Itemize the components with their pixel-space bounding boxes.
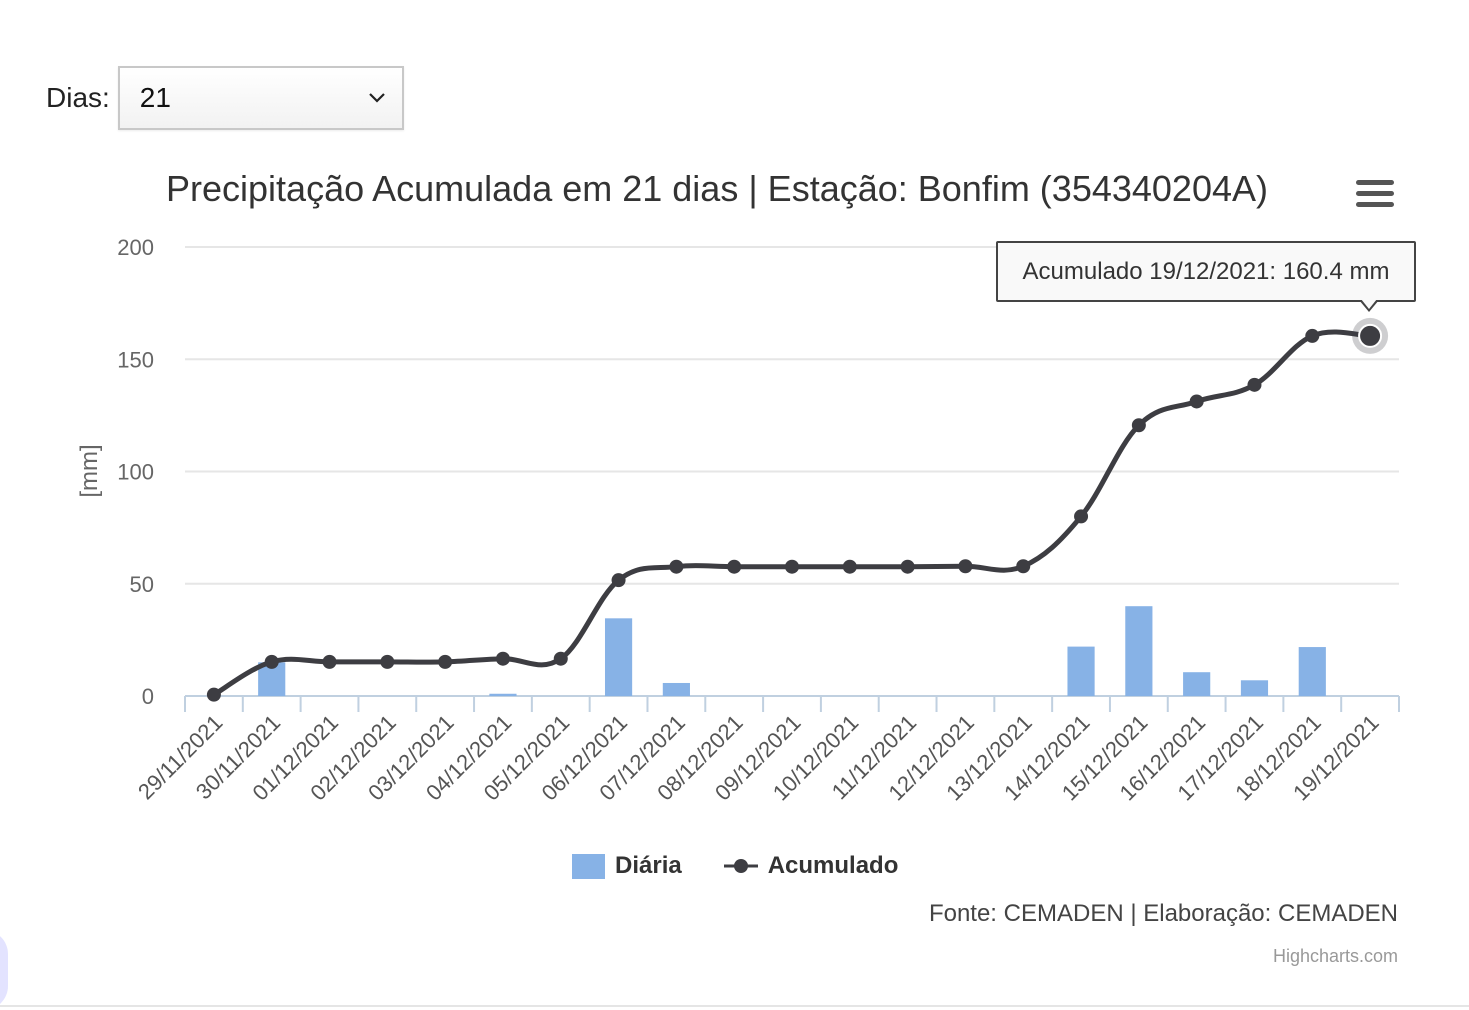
days-label: Dias:: [46, 82, 110, 113]
hamburger-menu-icon[interactable]: [1356, 180, 1394, 212]
tooltip-tail-inner: [1361, 299, 1377, 309]
point-acumulado: [206, 687, 221, 702]
bar-diaria: [604, 618, 633, 696]
point-acumulado: [1358, 323, 1383, 348]
point-acumulado: [785, 559, 799, 574]
line-acumulado: [212, 329, 1371, 697]
point-acumulado: [553, 651, 568, 666]
point-acumulado: [1189, 394, 1204, 409]
legend-swatch-line: [723, 859, 758, 873]
y-axis-title: [mm]: [76, 444, 103, 497]
point-acumulado: [1247, 377, 1262, 392]
point-acumulado: [380, 654, 395, 669]
point-acumulado: [727, 559, 742, 574]
point-acumulado: [900, 559, 915, 574]
y-tick-label: 50: [130, 572, 154, 597]
point-acumulado: [264, 654, 279, 669]
legend-swatch-bar: [572, 853, 605, 879]
legend-label-acumulado: Acumulado: [767, 852, 899, 879]
point-acumulado: [438, 654, 453, 669]
days-control: Dias: 21: [46, 66, 404, 130]
chevron-down-icon: [369, 93, 385, 103]
chart-tooltip: Acumulado 19/12/2021: 160.4 mm: [996, 241, 1416, 302]
y-tick-label: 100: [117, 460, 154, 485]
days-select[interactable]: 21: [117, 66, 404, 130]
chart-title: Precipitação Acumulada em 21 dias | Esta…: [166, 168, 1268, 209]
days-select-value: 21: [139, 82, 171, 113]
chart-legend: Diária Acumulado: [572, 852, 898, 880]
corner-decoration: [0, 930, 8, 1010]
bar-diaria: [662, 682, 690, 696]
bar-diaria: [1298, 647, 1326, 696]
y-tick-label: 0: [142, 684, 154, 709]
bar-diaria: [1125, 606, 1153, 696]
y-tick-label: 150: [117, 347, 154, 372]
point-acumulado: [322, 654, 337, 669]
point-acumulado: [495, 651, 510, 666]
point-acumulado: [1074, 509, 1089, 524]
bar-diaria: [1240, 680, 1269, 696]
point-acumulado: [611, 573, 626, 588]
highcharts-credit-link[interactable]: Highcharts.com: [1272, 946, 1398, 966]
point-acumulado: [669, 559, 684, 574]
point-acumulado: [958, 559, 973, 574]
bar-diaria: [489, 693, 517, 696]
bar-diaria: [1067, 646, 1095, 696]
legend-label-diaria: Diária: [615, 852, 682, 879]
chart-source-credit: Fonte: CEMADEN | Elaboração: CEMADEN: [928, 900, 1398, 927]
point-acumulado: [1016, 559, 1031, 574]
legend-item-acumulado[interactable]: Acumulado: [723, 852, 899, 880]
point-acumulado: [1305, 328, 1320, 343]
legend-item-diaria[interactable]: Diária: [572, 852, 682, 880]
bottom-divider: [0, 1005, 1469, 1007]
bar-diaria: [1183, 672, 1211, 696]
point-acumulado: [842, 559, 857, 574]
y-tick-label: 200: [117, 235, 154, 260]
point-acumulado: [1131, 418, 1146, 433]
